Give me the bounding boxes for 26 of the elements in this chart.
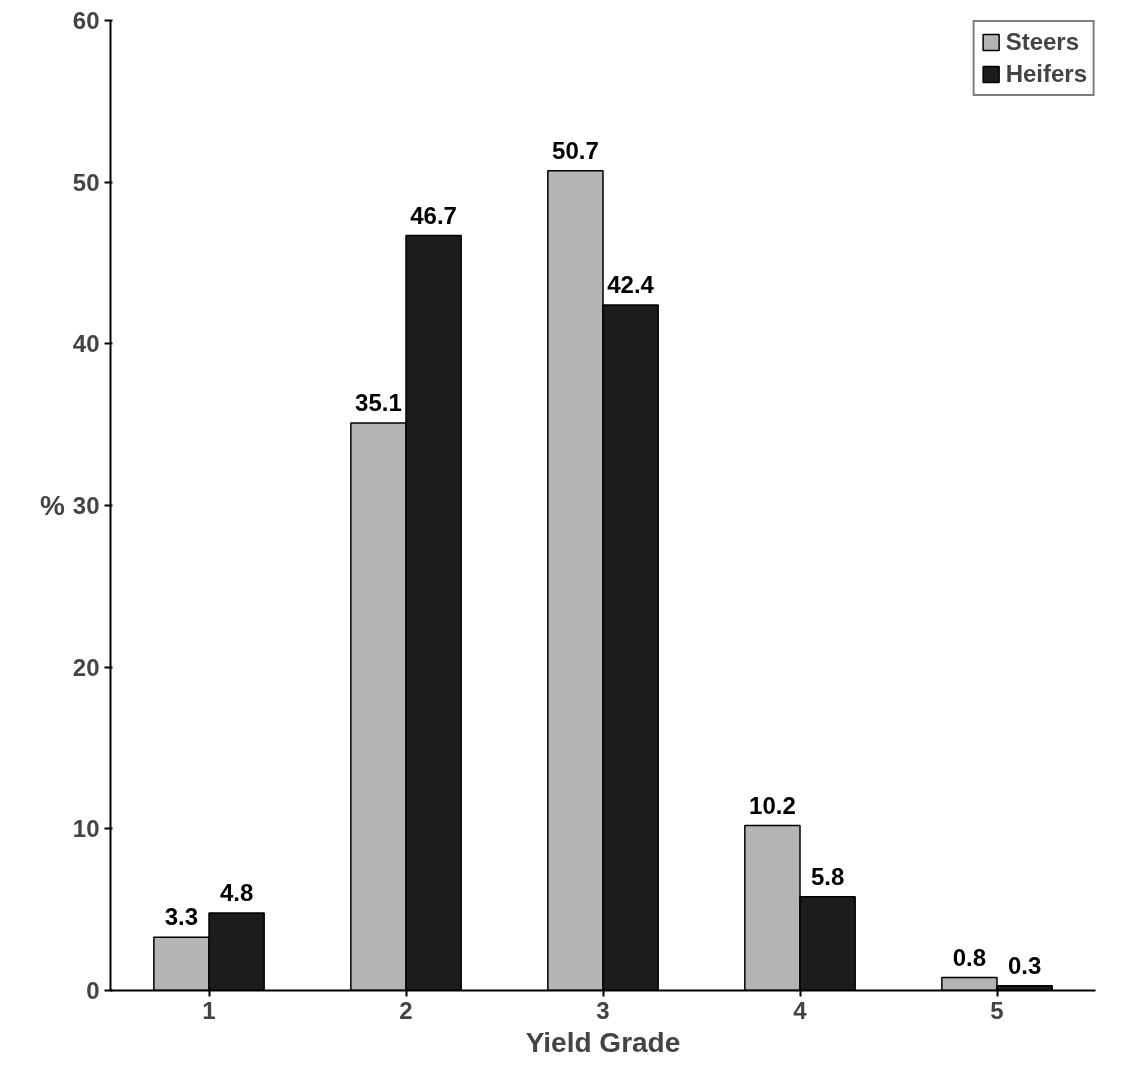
data-label: 46.7 (410, 201, 457, 229)
data-label: 0.3 (1007, 951, 1042, 979)
data-label: 3.3 (164, 903, 199, 931)
data-label: 0.8 (952, 943, 987, 971)
y-tick-label: 50 (72, 168, 100, 196)
y-tick-label: 0 (86, 977, 100, 1004)
legend-label: Heifers (1005, 60, 1087, 88)
data-label: 50.7 (552, 136, 599, 164)
data-label: 4.8 (219, 878, 254, 906)
x-tick-label: 2 (399, 996, 413, 1024)
x-tick-label: 4 (793, 996, 808, 1024)
y-tick-label: 10 (72, 815, 100, 843)
data-label: 42.4 (607, 271, 655, 299)
data-label: 10.2 (749, 791, 796, 819)
data-label: 35.1 (355, 389, 402, 417)
data-label: 5.8 (810, 862, 845, 890)
y-tick-label: 40 (72, 330, 100, 358)
x-tick-label: 3 (596, 996, 610, 1024)
legend-label: Steers (1005, 28, 1080, 56)
x-tick-label: 1 (202, 996, 216, 1024)
y-tick-label: 60 (72, 7, 100, 34)
y-axis-title: % (39, 490, 65, 521)
y-tick-label: 20 (72, 653, 100, 681)
x-axis-title: Yield Grade (525, 1026, 681, 1058)
x-tick-label: 5 (990, 996, 1004, 1024)
y-tick-label: 30 (72, 492, 100, 519)
